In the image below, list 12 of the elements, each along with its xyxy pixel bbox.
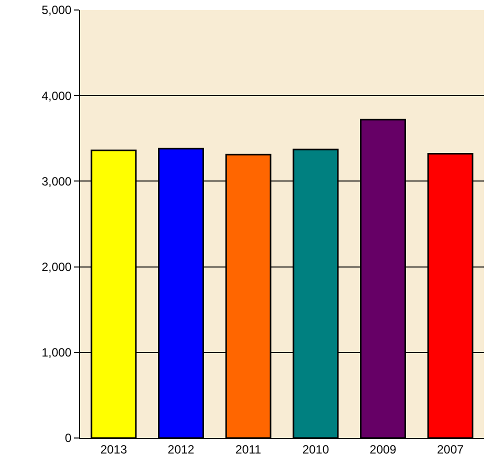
- x-tick-label: 2011: [235, 442, 262, 456]
- y-tick-label: 0: [64, 431, 72, 446]
- y-tick-label: 4,000: [42, 88, 72, 103]
- x-tick-label: 2007: [436, 442, 464, 456]
- x-tick-label: 2012: [168, 442, 195, 456]
- y-tick-label: 5,000: [42, 3, 72, 18]
- y-tick-label: 2,000: [42, 260, 72, 274]
- y-tick-label: 3,000: [42, 174, 72, 188]
- x-tick-label: 2009: [370, 442, 397, 456]
- x-tick-label: 2013: [100, 442, 128, 456]
- x-tick-label: 2010: [302, 442, 330, 456]
- y-tick-label: 1,000: [42, 346, 72, 360]
